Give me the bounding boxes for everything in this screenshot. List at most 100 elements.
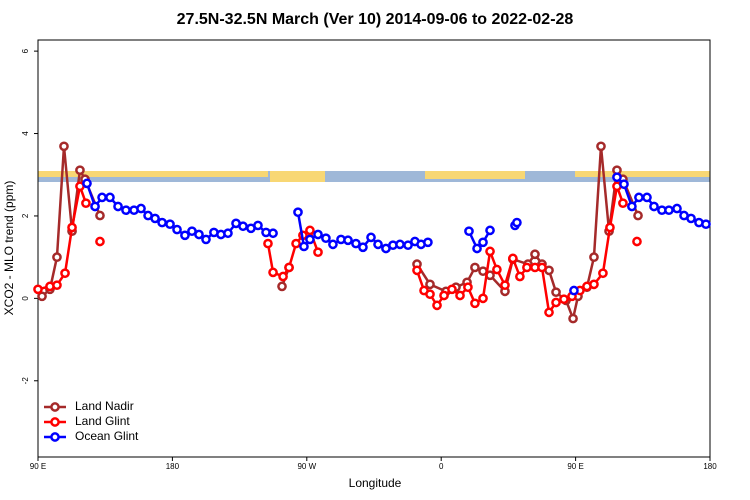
- land-ocean-strip: [38, 171, 710, 182]
- y-tick-label: -2: [21, 377, 30, 385]
- point: [395, 239, 405, 250]
- point: [268, 228, 278, 239]
- plot-frame: [37, 39, 711, 458]
- point: [612, 172, 622, 183]
- point: [277, 281, 287, 292]
- point: [463, 282, 473, 293]
- point: [559, 294, 569, 305]
- x-tick-label: 90 E: [30, 462, 46, 471]
- point: [37, 291, 47, 302]
- point: [95, 236, 105, 247]
- point: [439, 290, 449, 301]
- point: [701, 219, 711, 230]
- point: [263, 238, 273, 249]
- point: [642, 192, 652, 203]
- point: [537, 262, 547, 273]
- point: [515, 271, 525, 282]
- point: [97, 192, 107, 203]
- point: [165, 219, 175, 230]
- point: [180, 230, 190, 241]
- point: [172, 224, 182, 235]
- point: [403, 240, 413, 251]
- point: [551, 287, 561, 298]
- point: [328, 239, 338, 250]
- point: [618, 198, 628, 209]
- x-tick-label: 0: [439, 462, 444, 471]
- point: [313, 229, 323, 240]
- point: [664, 205, 674, 216]
- point: [268, 267, 278, 278]
- point: [157, 217, 167, 228]
- point: [478, 237, 488, 248]
- point: [425, 279, 435, 290]
- legend-label: Land Nadir: [75, 399, 134, 413]
- point: [95, 210, 105, 221]
- point: [619, 179, 629, 190]
- point: [33, 284, 43, 295]
- x-tick-label: 90 W: [297, 462, 316, 471]
- x-axis-label: Longitude: [349, 476, 402, 490]
- point: [150, 213, 160, 224]
- point: [522, 262, 532, 273]
- legend-marker: [50, 402, 60, 412]
- point: [634, 192, 644, 203]
- legend-marker: [50, 417, 60, 427]
- point: [293, 207, 303, 218]
- point: [253, 220, 263, 231]
- point: [512, 217, 522, 228]
- point: [305, 234, 315, 245]
- point: [598, 268, 608, 279]
- point: [412, 265, 422, 276]
- point: [136, 203, 146, 214]
- point: [313, 247, 323, 258]
- series-line: [38, 186, 637, 312]
- point: [544, 307, 554, 318]
- point: [633, 210, 643, 221]
- point: [464, 226, 474, 237]
- point: [627, 201, 637, 212]
- point: [470, 262, 480, 273]
- point: [485, 225, 495, 236]
- point: [366, 232, 376, 243]
- y-tick-label: 6: [21, 48, 30, 53]
- legend-label: Land Glint: [75, 414, 130, 428]
- point: [90, 201, 100, 212]
- point: [343, 235, 353, 246]
- point: [105, 192, 115, 203]
- point: [201, 234, 211, 245]
- point: [121, 205, 131, 216]
- point: [686, 213, 696, 224]
- y-tick-label: 0: [21, 296, 30, 301]
- point: [321, 233, 331, 244]
- chart-title: 27.5N-32.5N March (Ver 10) 2014-09-06 to…: [177, 11, 574, 28]
- point: [455, 290, 465, 301]
- point: [447, 284, 457, 295]
- point: [351, 238, 361, 249]
- point: [568, 313, 578, 324]
- point: [284, 262, 294, 273]
- point: [605, 222, 615, 233]
- x-tick-label: 180: [703, 462, 717, 471]
- point: [589, 279, 599, 290]
- point: [500, 280, 510, 291]
- point: [75, 165, 85, 176]
- point: [470, 298, 480, 309]
- point: [238, 221, 248, 232]
- point: [358, 242, 368, 253]
- x-tick-label: 90 E: [567, 462, 583, 471]
- point: [472, 243, 482, 254]
- y-tick-label: 4: [21, 131, 30, 136]
- point: [649, 201, 659, 212]
- y-axis-label: XCO2 - MLO trend (ppm): [2, 181, 16, 316]
- point: [551, 297, 561, 308]
- point: [113, 201, 123, 212]
- point: [508, 253, 518, 264]
- x-tick-label: 180: [166, 462, 180, 471]
- point: [82, 178, 92, 189]
- legend-label: Ocean Glint: [75, 429, 139, 443]
- point: [492, 264, 502, 275]
- point: [223, 228, 233, 239]
- point: [291, 238, 301, 249]
